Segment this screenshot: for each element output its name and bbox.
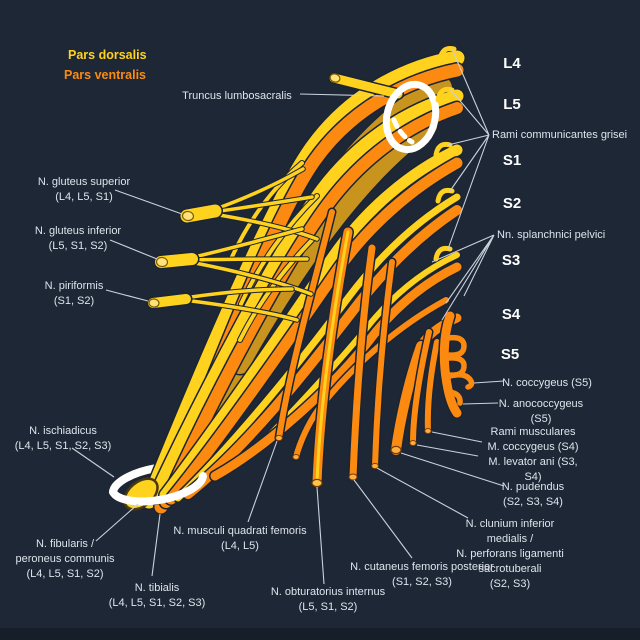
level-label-s4: S4	[501, 306, 521, 323]
level-label-s3: S3	[501, 252, 521, 269]
label-rami-musculares: Rami musculares M. coccygeus (S4) M. lev…	[487, 426, 579, 483]
nerve-gluteal-branches	[149, 163, 317, 340]
level-label-s2: S2	[502, 195, 522, 212]
footer-strip	[0, 628, 640, 640]
ring-sciatic-front	[109, 472, 207, 506]
label-tibialis: N. tibialis (L4, L5, S1, S2, S3)	[108, 582, 206, 609]
label-truncus-lumbosacralis: Truncus lumbosacralis	[182, 90, 292, 102]
level-label-l4: L4	[503, 55, 521, 72]
label-piriformis: N. piriformis (S1, S2)	[44, 280, 104, 307]
label-splanchnici-pelvici: Nn. splanchnici pelvici	[497, 229, 606, 241]
label-clunium-perforans: N. clunium inferior medialis / N. perfor…	[456, 518, 564, 590]
legend-pars-dorsalis: Pars dorsalis	[68, 48, 147, 62]
label-gluteus-superior: N. gluteus superior (L4, L5, S1)	[37, 176, 131, 203]
label-obturatorius-internus: N. obturatorius internus (L5, S1, S2)	[270, 586, 386, 613]
label-musculi-quadrati-femoris: N. musculi quadrati femoris (L4, L5)	[173, 525, 307, 552]
level-label-s1: S1	[502, 152, 522, 169]
level-label-s5: S5	[500, 346, 520, 363]
label-ischiadicus: N. ischiadicus (L4, L5, S1, S2, S3)	[14, 425, 112, 452]
label-anococcygeus: N. anococcygeus (S5)	[498, 398, 584, 425]
nerve-roots-l4-l5	[149, 58, 457, 507]
label-coccygeus: N. coccygeus (S5)	[502, 377, 592, 389]
cut-end-face	[329, 73, 341, 83]
ring-truncus-lumbosacralis	[382, 80, 440, 154]
label-cutaneus-femoris-posterior: N. cutaneus femoris posterior (S1, S2, S…	[350, 561, 494, 588]
legend-pars-ventralis: Pars ventralis	[64, 68, 146, 82]
label-pudendus: N. pudendus (S2, S3, S4)	[501, 481, 565, 508]
leader-lines	[71, 48, 505, 585]
nerve-descending-branches	[276, 212, 432, 487]
label-rami-communicantes-grisei: Rami communicantes grisei	[492, 129, 628, 141]
label-gluteus-inferior: N. gluteus inferior (L5, S1, S2)	[34, 225, 122, 252]
nerve-roots-s4-s5-coccygeal	[396, 316, 472, 450]
label-fibularis: N. fibularis / peroneus communis (L4, L5…	[15, 538, 115, 580]
level-label-l5: L5	[503, 96, 521, 113]
